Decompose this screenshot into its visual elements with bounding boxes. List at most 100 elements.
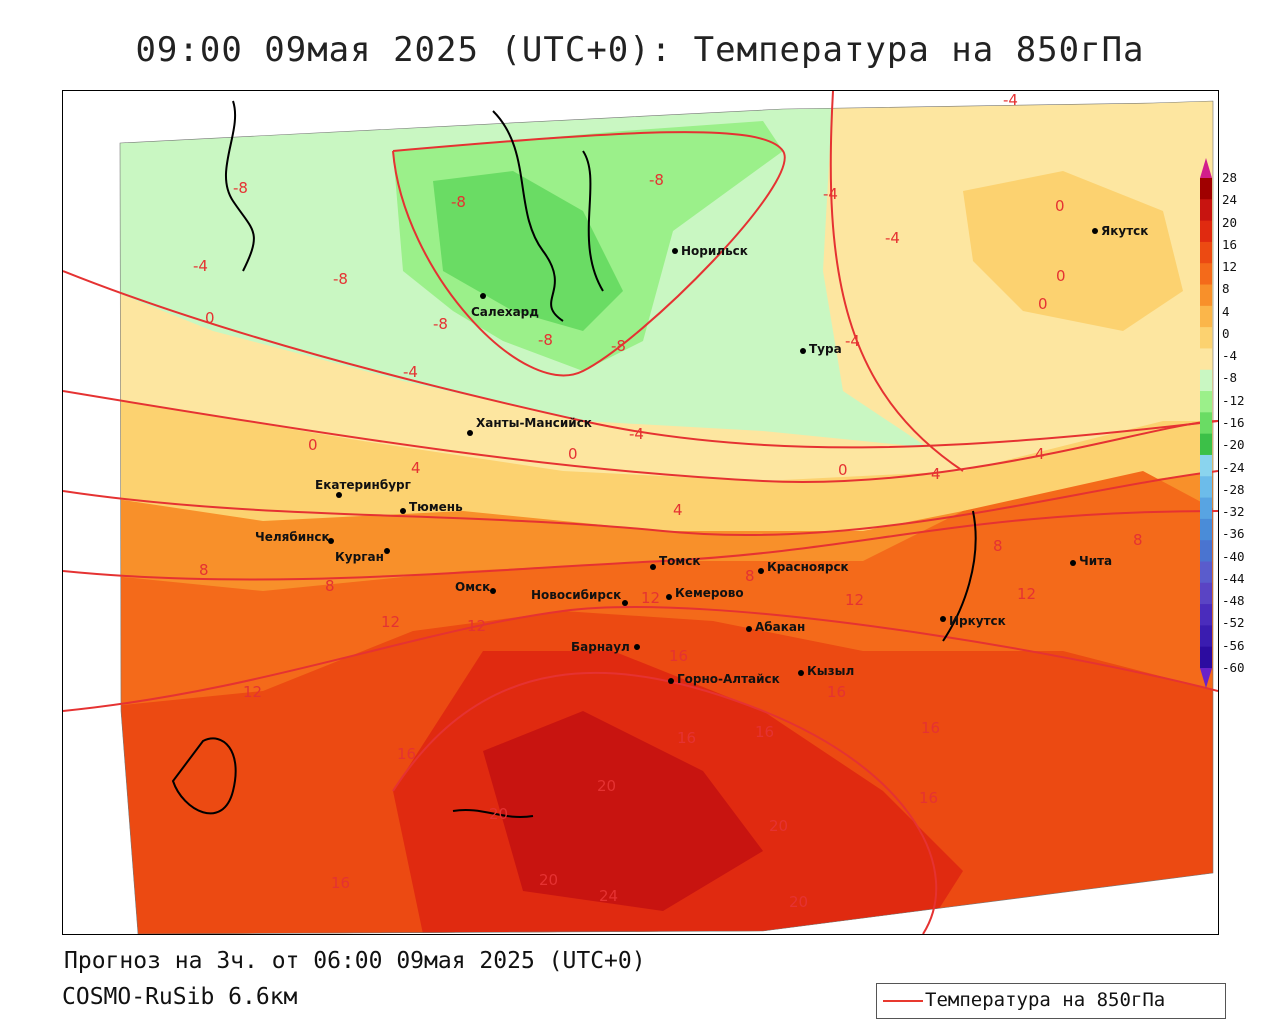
isotherm-label: 16 [919, 789, 938, 807]
coastlines [171, 100, 977, 818]
colorbar-tick-label: 0 [1222, 325, 1230, 341]
isotherm-label: 20 [539, 871, 558, 889]
isotherm-label: 8 [1133, 531, 1143, 549]
isotherm-label: 16 [921, 719, 940, 737]
city-label: Якутск [1101, 224, 1148, 238]
colorbar-tick-label: -48 [1222, 593, 1245, 609]
isotherm-label: -8 [538, 331, 553, 349]
city-marker: Кызыл [798, 664, 854, 678]
city-marker: Тюмень [400, 500, 463, 514]
city-label: Кызыл [807, 664, 854, 678]
colorbar-svg [1200, 158, 1212, 688]
colorbar-tick-label: -4 [1222, 348, 1238, 364]
field-minus12 [433, 171, 623, 331]
city-marker: Абакан [746, 620, 805, 634]
colorbar-tick-label: 4 [1222, 303, 1230, 319]
city-marker: Ханты-Мансийск [467, 416, 592, 436]
isotherm-label: -4 [629, 425, 644, 443]
legend: Температура на 850гПа [876, 983, 1226, 1019]
isotherm-minus8 [392, 131, 786, 377]
colorbar-tick-label: -24 [1222, 459, 1245, 475]
coast-ob [492, 110, 564, 322]
city-marker: Омск [455, 580, 496, 594]
colorbar-cell [1200, 284, 1212, 307]
colorbar-cell [1200, 582, 1212, 605]
colorbar-tick-label: -52 [1222, 615, 1245, 631]
colorbar-tick-label: 20 [1222, 214, 1238, 230]
city-marker: Якутск [1092, 224, 1148, 238]
isotherm-label: 0 [1056, 267, 1066, 285]
city-label: Тюмень [409, 500, 463, 514]
isotherm-12 [63, 510, 1218, 581]
city-label: Челябинск [255, 530, 330, 544]
isotherm-0 [63, 270, 1218, 449]
colorbar-cell [1200, 348, 1212, 371]
isotherm-label: -4 [885, 229, 900, 247]
city-marker: Челябинск [255, 530, 334, 544]
isotherm-label: 20 [597, 777, 616, 795]
colorbar-cell [1200, 625, 1212, 648]
colorbar-tick-label: 24 [1222, 192, 1238, 208]
colorbar-top-arrow [1200, 158, 1212, 178]
isotherm-label: 16 [755, 723, 774, 741]
colorbar-tick-label: -32 [1222, 504, 1245, 520]
isotherm-label: 12 [845, 591, 864, 609]
city-marker: Екатеринбург [315, 478, 411, 498]
colorbar-cell [1200, 540, 1212, 562]
colorbar-tick-label: -60 [1222, 660, 1245, 675]
legend-line-swatch [883, 1000, 923, 1002]
colorbar-cell [1200, 199, 1212, 222]
city-label: Ханты-Мансийск [476, 416, 592, 430]
field-plus4-east [963, 171, 1183, 331]
colorbar-tick-label: -36 [1222, 526, 1245, 542]
isotherm-label: -8 [233, 179, 248, 197]
city-label: Норильск [681, 244, 748, 258]
isotherm-label: 0 [205, 309, 215, 327]
isotherm-minus4 [829, 91, 964, 472]
city-label: Абакан [755, 620, 805, 634]
isotherm-label: 12 [381, 613, 400, 631]
isotherm-label: 12 [243, 683, 262, 701]
colorbar-tick-label: 12 [1222, 259, 1238, 275]
isotherm-label: -4 [193, 257, 208, 275]
city-label: Красноярск [767, 560, 849, 574]
colorbar-tick-label: -28 [1222, 481, 1245, 497]
isotherm-label: 12 [467, 617, 486, 635]
isotherm-label: 8 [199, 561, 209, 579]
city-label: Екатеринбург [315, 478, 411, 492]
legend-label: Температура на 850гПа [925, 989, 1166, 1011]
city-label: Барнаул [571, 640, 630, 654]
isotherm-label: 8 [745, 567, 755, 585]
colorbar-bottom-arrow [1200, 668, 1212, 688]
colorbar-tick-label: 28 [1222, 170, 1238, 185]
isotherm-20 [392, 671, 938, 934]
colorbar-cell [1200, 220, 1212, 243]
isotherm-label: -4 [823, 185, 838, 203]
city-label: Горно-Алтайск [677, 672, 780, 686]
city-marker: Красноярск [758, 560, 849, 574]
map-title: 09:00 09мая 2025 (UTC+0): Температура на… [135, 30, 1145, 70]
isotherm-label: 4 [1035, 445, 1045, 463]
colorbar-cell [1200, 604, 1212, 626]
colorbar [1200, 158, 1280, 693]
city-marker: Салехард [471, 293, 539, 319]
city-marker: Горно-Алтайск [668, 672, 780, 686]
colorbar-tick-label: 8 [1222, 281, 1230, 297]
isotherm-label: -4 [1003, 91, 1018, 109]
isotherm-label: 16 [677, 729, 696, 747]
city-label: Чита [1079, 554, 1112, 568]
isotherm-label: 20 [769, 817, 788, 835]
isotherm-label: 24 [599, 887, 618, 905]
city-marker: Томск [650, 554, 701, 570]
isotherm-label: 0 [308, 436, 318, 454]
colorbar-cell [1200, 433, 1212, 456]
isotherm-label: 4 [673, 501, 683, 519]
city-marker: Чита [1070, 554, 1112, 568]
colorbar-cell [1200, 646, 1212, 669]
isotherm-label: 20 [489, 805, 508, 823]
isotherm-label: 0 [838, 461, 848, 479]
colorbar-tick-label: -40 [1222, 548, 1245, 564]
colorbar-cell [1200, 518, 1212, 541]
city-marker: Барнаул [571, 640, 640, 654]
city-label: Новосибирск [531, 588, 621, 602]
